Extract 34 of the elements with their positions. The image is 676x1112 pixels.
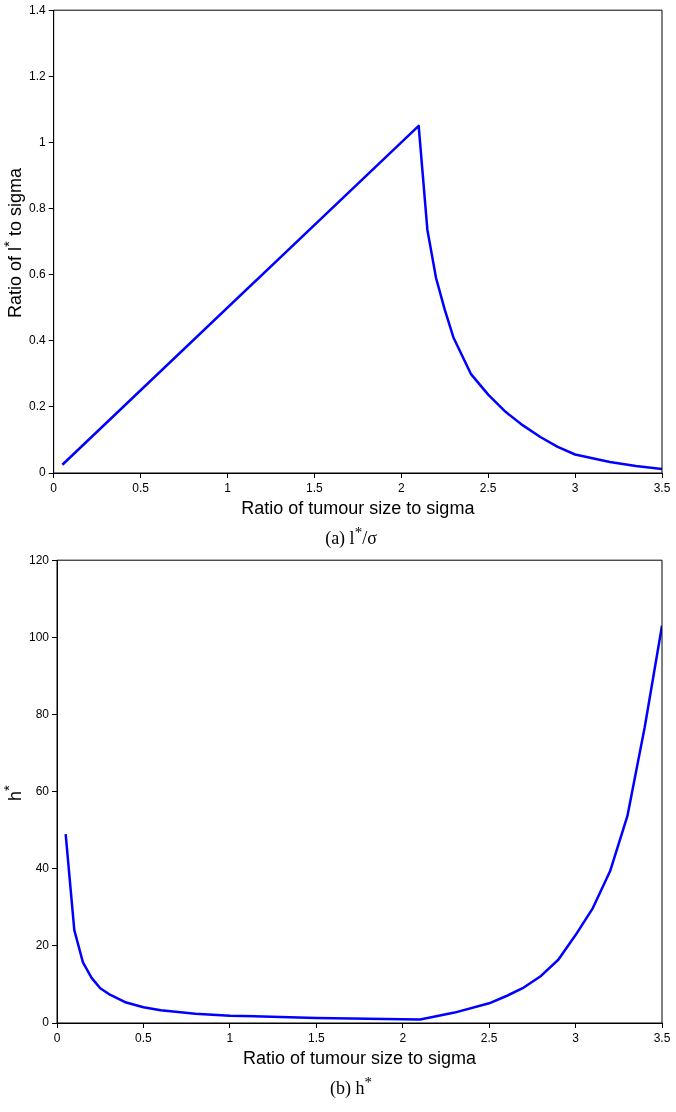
y-tick-label: 20 [35, 938, 50, 953]
y-tick-label: 40 [35, 861, 50, 876]
y-tick-label: 0.6 [28, 266, 46, 281]
y-tick-label: 60 [35, 783, 50, 798]
y-tick-label: 120 [28, 552, 50, 567]
x-tick-label: 1.5 [307, 1030, 325, 1045]
x-tick-label: 2 [397, 480, 405, 495]
x-tick-label: 3 [572, 1030, 580, 1045]
y-tick-label: 100 [28, 629, 50, 644]
y-tick-label: 1.4 [28, 2, 46, 17]
y-tick-label: 80 [35, 706, 50, 721]
x-tick-label: 1.5 [306, 480, 324, 495]
x-tick-label: 3.5 [653, 480, 671, 495]
text: (b) h$^{*}$ [329, 1073, 373, 1100]
x-tick-label: 3 [571, 480, 579, 495]
y-tick-label: 0.4 [28, 333, 46, 348]
x-tick-label: 0 [53, 1030, 61, 1045]
x-tick-label: 0.5 [135, 1030, 153, 1045]
y-tick-label: 1.2 [28, 68, 46, 83]
x-tick-label: 2.5 [479, 480, 497, 495]
y-tick-label: 0.2 [28, 399, 46, 414]
x-tick-label: 1 [226, 1030, 234, 1045]
x-tick-label: 0.5 [132, 480, 150, 495]
y-tick-label: 0 [38, 465, 46, 480]
text: (a) l$^{*}$/σ [324, 523, 378, 550]
y-tick-label: 0 [42, 1015, 50, 1030]
x-axis-title: Ratio of tumour size to sigma [241, 498, 476, 519]
y-tick-label: 1 [38, 134, 46, 149]
x-axis-title: Ratio of tumour size to sigma [242, 1048, 478, 1069]
x-tick-label: 1 [224, 480, 232, 495]
x-tick-label: 3.5 [653, 1030, 671, 1045]
y-tick-label: 0.8 [28, 200, 46, 215]
x-tick-label: 2.5 [480, 1030, 498, 1045]
x-tick-label: 2 [399, 1030, 407, 1045]
